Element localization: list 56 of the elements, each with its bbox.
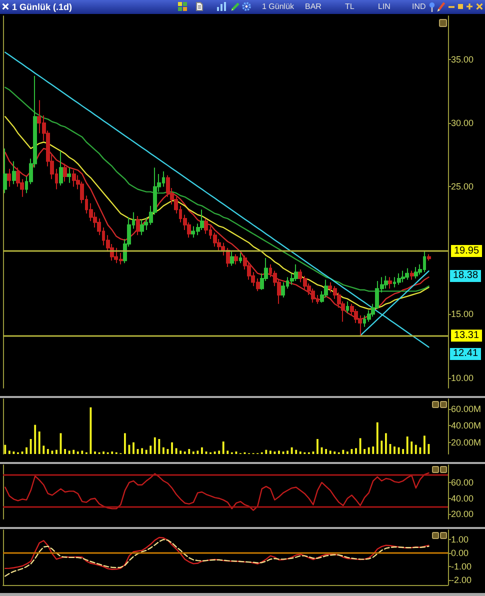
candlestick: [397, 272, 401, 286]
y-tick-label: 20.00: [451, 509, 474, 520]
text: BAR: [305, 1, 322, 13]
candlestick: [3, 148, 7, 194]
y-tick-label: 60.00: [451, 477, 474, 488]
candlestick: [401, 270, 405, 283]
candlestick: [410, 270, 414, 280]
y-tick-label: 0.00: [451, 548, 469, 558]
candlestick: [63, 163, 67, 182]
candlestick: [234, 254, 238, 265]
ref-line-label: 19.95: [454, 246, 480, 257]
y-tick-label: -2.00: [451, 575, 472, 586]
line-series: [4, 116, 430, 310]
line-series: [4, 472, 430, 511]
y-tick-label: 20.00M: [451, 437, 482, 448]
y-tick-label: 35.00: [451, 54, 474, 64]
candlestick: [346, 300, 349, 314]
candlestick: [140, 219, 144, 236]
text: 18.38: [450, 270, 482, 282]
y-tick-label: 40.00: [451, 493, 474, 504]
candlestick: [294, 264, 298, 282]
candlestick: [405, 268, 409, 280]
text: 1 Günlük: [262, 1, 294, 13]
y-tick-label: 10.00: [451, 372, 474, 383]
line-series: [4, 52, 430, 348]
candlestick: [72, 170, 76, 188]
candlestick: [427, 254, 431, 262]
candlestick: [414, 266, 418, 279]
y-tick-label: 60.00M: [451, 404, 482, 414]
candlestick: [136, 216, 140, 236]
line-series: [4, 86, 430, 292]
y-tick-label: 25.00: [451, 182, 474, 192]
ref-line-label: 13.31: [454, 330, 480, 342]
candlestick: [200, 209, 204, 231]
y-tick-label: 1.00: [451, 534, 469, 545]
y-tick-label: -1.00: [451, 562, 472, 572]
text: IND: [412, 1, 426, 13]
y-tick-label: 40.00M: [451, 420, 482, 431]
text: 12.41: [450, 348, 482, 360]
line-series: [4, 148, 430, 320]
text: LIN: [378, 1, 390, 13]
candlestick: [230, 251, 234, 266]
text: TL: [345, 1, 354, 13]
candlestick: [7, 168, 11, 188]
candlestick: [324, 279, 328, 298]
candlestick: [12, 160, 16, 185]
candlestick: [239, 252, 242, 264]
candlestick: [384, 275, 388, 290]
chart-title: 1 Günlük (.1d): [12, 1, 72, 13]
candlestick: [67, 167, 71, 184]
y-tick-label: 15.00: [451, 309, 474, 320]
line-series: [4, 538, 430, 577]
candlestick: [388, 276, 392, 290]
y-tick-label: 30.00: [451, 118, 474, 128]
line-series: [4, 536, 430, 570]
candlestick: [59, 150, 63, 186]
